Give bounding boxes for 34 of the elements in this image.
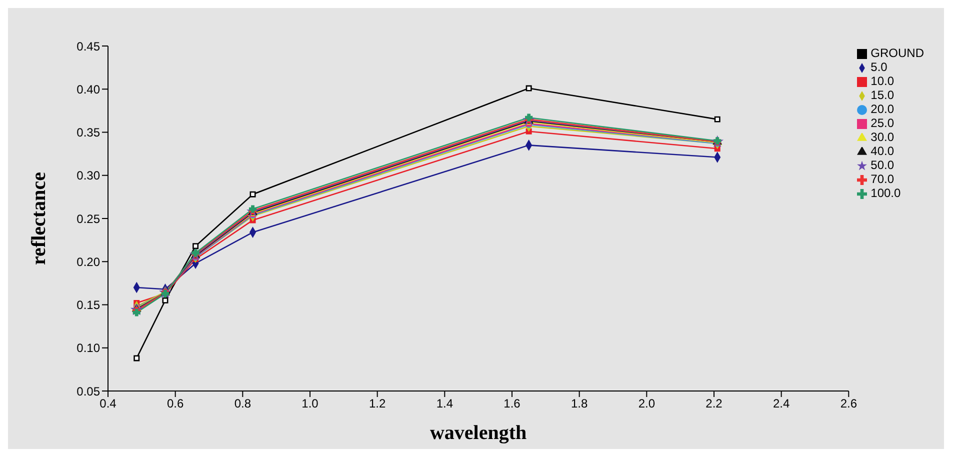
x-tick-label: 2.0 [638,396,656,411]
legend-label: 30.0 [870,130,894,144]
x-tick-label: 0.6 [166,396,184,411]
x-tick-label: 2.4 [772,396,790,411]
x-tick-label: 0.8 [234,396,252,411]
x-tick-label: 0.4 [100,396,117,411]
x-tick-label: 1.4 [436,396,454,411]
legend-label: 10.0 [870,74,894,88]
y-tick-label: 0.30 [76,168,100,183]
y-tick-label: 0.40 [76,82,100,96]
legend-label: 100.0 [870,186,901,200]
y-axis-title: reflectance [28,172,50,265]
x-tick-label: 1.0 [302,396,319,411]
legend-label: 40.0 [870,144,894,158]
y-tick-label: 0.05 [76,384,100,398]
y-tick-label: 0.25 [76,212,100,226]
x-tick-label: 2.6 [840,396,858,411]
x-tick-label: 2.2 [706,396,723,411]
y-tick-label: 0.20 [76,254,100,269]
x-axis-title: wavelength [430,422,527,444]
x-tick-label: 1.2 [368,396,386,411]
y-tick-label: 0.15 [76,298,100,312]
y-tick-label: 0.45 [76,39,100,54]
legend-label: GROUND [870,46,924,60]
y-tick-label: 0.10 [76,341,100,356]
legend-label: 50.0 [870,158,894,172]
legend-label: 15.0 [870,88,894,102]
x-tick-label: 1.6 [504,396,521,411]
legend-label: 20.0 [870,102,894,116]
legend-label: 70.0 [870,172,894,186]
x-tick-label: 1.8 [570,396,588,411]
y-tick-label: 0.35 [76,126,100,140]
legend-label: 5.0 [870,60,888,74]
legend-label: 25.0 [870,116,894,130]
